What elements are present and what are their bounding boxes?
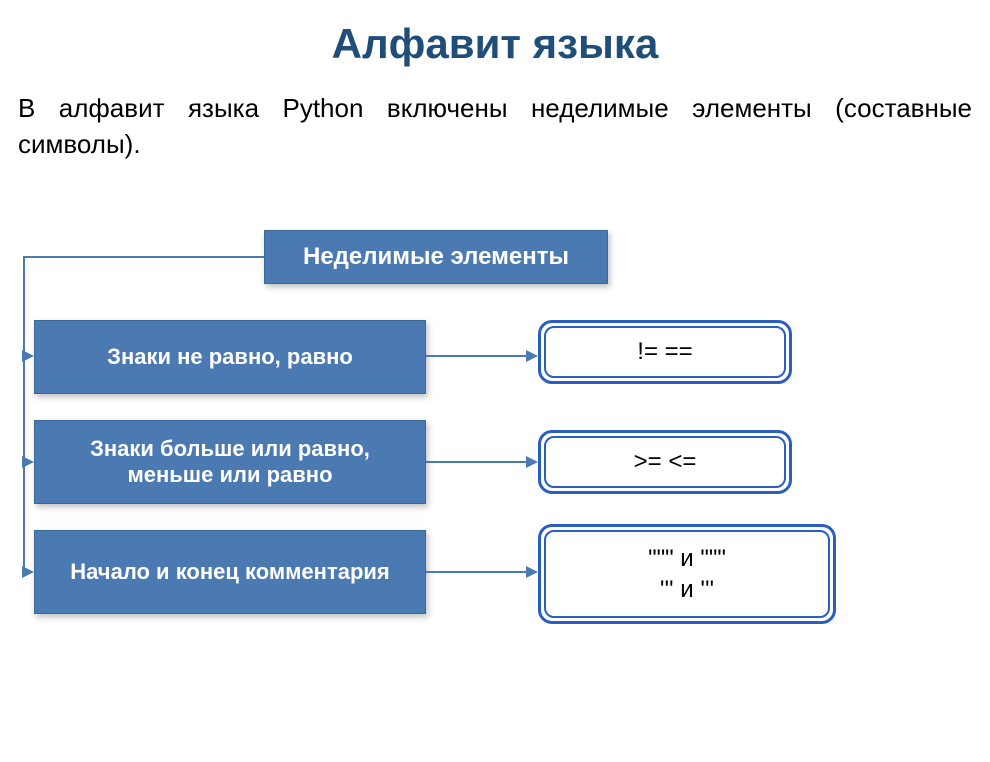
header-box-label: Неделимые элементы bbox=[303, 243, 569, 271]
label-box-text-1: Знаки больше или равно, меньше или равно bbox=[45, 436, 415, 488]
slide-subtitle: В алфавит языка Python включены неделимы… bbox=[18, 90, 972, 162]
example-line-2-1: ''' и ''' bbox=[660, 574, 714, 605]
tree-branch-head-2 bbox=[22, 566, 34, 578]
label-box-text-2: Начало и конец комментария bbox=[70, 559, 390, 585]
example-box-1: >= <= bbox=[538, 430, 792, 494]
label-box-2: Начало и конец комментария bbox=[34, 530, 426, 614]
arrow-head-2 bbox=[526, 566, 538, 578]
example-box-2: """ и """''' и ''' bbox=[538, 524, 836, 624]
example-box-inner-1: >= <= bbox=[544, 436, 786, 488]
arrow-line-1 bbox=[426, 461, 528, 463]
tree-branch-head-0 bbox=[22, 350, 34, 362]
arrow-line-0 bbox=[426, 355, 528, 357]
example-line-1-0: >= <= bbox=[634, 446, 697, 477]
label-box-text-0: Знаки не равно, равно bbox=[107, 344, 353, 370]
example-line-2-0: """ и """ bbox=[648, 543, 726, 574]
arrow-head-0 bbox=[526, 350, 538, 362]
tree-top-horizontal bbox=[24, 256, 264, 258]
example-box-inner-0: != == bbox=[544, 326, 786, 378]
arrow-line-2 bbox=[426, 571, 528, 573]
label-box-0: Знаки не равно, равно bbox=[34, 320, 426, 394]
slide-title: Алфавит языка bbox=[0, 20, 990, 68]
tree-branch-head-1 bbox=[22, 456, 34, 468]
example-box-0: != == bbox=[538, 320, 792, 384]
tree-trunk bbox=[23, 256, 25, 573]
label-box-1: Знаки больше или равно, меньше или равно bbox=[34, 420, 426, 504]
arrow-head-1 bbox=[526, 456, 538, 468]
example-line-0-0: != == bbox=[637, 336, 692, 367]
header-box: Неделимые элементы bbox=[264, 230, 608, 284]
example-box-inner-2: """ и """''' и ''' bbox=[544, 530, 830, 618]
